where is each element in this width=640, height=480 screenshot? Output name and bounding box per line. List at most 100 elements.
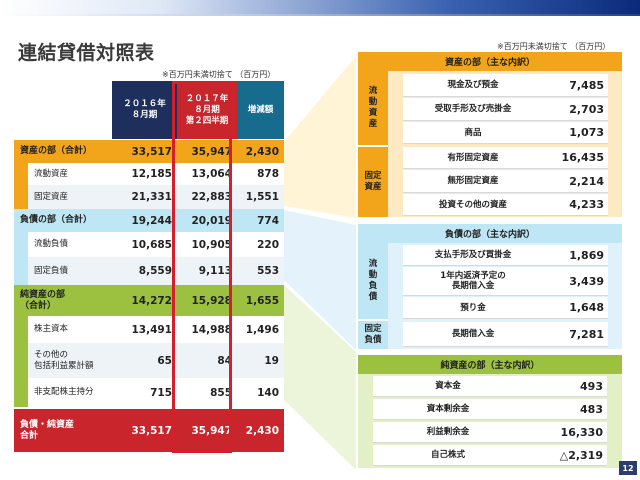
value-2016: 12,185 [112, 163, 177, 185]
liability-label: 預り金 [460, 302, 486, 313]
value-2016: 19,244 [112, 209, 177, 232]
value-2017q2: 14,988 [177, 316, 237, 343]
liability-label: 1年内返済予定の 長期借入金 [440, 271, 506, 291]
row-current-assets: 流動資産 12,185 13,064 878 [14, 163, 284, 185]
assets-cat-current: 流動資産 [358, 71, 388, 145]
liability-value: 1,869 [569, 248, 604, 262]
assets-fan [284, 56, 356, 218]
section-bar [14, 185, 28, 209]
value-change: 1,655 [237, 285, 284, 316]
value-2017q2: 20,019 [177, 209, 237, 232]
equity-label: 利益剰余金 [426, 427, 470, 437]
asset-value: 16,435 [561, 151, 604, 164]
row-label: 株主資本 [34, 324, 69, 334]
asset-label: 有形固定資産 [447, 152, 499, 163]
equity-detail-header: 純資産の部（主な内訳） [358, 355, 622, 374]
liability-label: 支払手形及び買掛金 [434, 250, 512, 260]
row-label: 負債・純資産 合計 [14, 409, 112, 452]
page-title: 連結貸借対照表 [18, 42, 155, 64]
value-2016: 33,517 [112, 409, 177, 452]
asset-value: 2,703 [569, 102, 604, 116]
row-shareholders-equity: 株主資本 13,491 14,988 1,496 [14, 316, 284, 343]
row-fixed-liabilities: 固定負債 8,559 9,113 553 [14, 257, 284, 285]
row-accumulated-oci: その他の 包括利益累計額 65 84 19 [14, 343, 284, 378]
value-change: 220 [237, 232, 284, 257]
value-2017q2: 855 [177, 378, 237, 407]
row-label: 固定資産 [34, 191, 69, 202]
equity-label: 資本剰余金 [426, 404, 470, 414]
value-change: 19 [237, 343, 284, 378]
top-banner-line [0, 14, 640, 16]
equity-row: 資本剰余金 483 [373, 399, 607, 420]
cat-label: 流動資産 [368, 86, 378, 129]
value-2016: 8,559 [112, 257, 177, 285]
row-current-liabilities: 流動負債 10,685 10,905 220 [14, 232, 284, 257]
equity-value: 483 [580, 402, 603, 416]
value-2016: 10,685 [112, 232, 177, 257]
row-liabilities-total: 負債の部（合計） 19,244 20,019 774 [14, 209, 284, 232]
assets-cat-fixed: 固定資産 [358, 147, 388, 217]
asset-label: 受取手形及び売掛金 [434, 104, 512, 114]
unit-note-right: ※百万円未満切捨て （百万円） [497, 42, 611, 51]
cat-label: 流動負債 [368, 259, 378, 302]
equity-value: △2,319 [559, 448, 603, 462]
liabilities-fan [284, 210, 356, 350]
value-2017q2: 13,064 [177, 163, 237, 185]
asset-row: 投資その他の資産 4,233 [403, 194, 608, 216]
liability-row: 支払手形及び買掛金 1,869 [403, 245, 608, 266]
asset-row: 無形固定資産 2,214 [403, 170, 608, 193]
row-label: 純資産の部 （合計） [14, 285, 112, 316]
value-change: 140 [237, 378, 284, 407]
liabilities-detail-header: 負債の部（主な内訳） [358, 224, 622, 243]
equity-row: 自己株式 △2,319 [373, 445, 607, 466]
value-change: 878 [237, 163, 284, 185]
assets-detail-header: 資産の部（主な内訳） [358, 52, 622, 71]
highlight-frame [172, 81, 232, 453]
value-2016: 14,272 [112, 285, 177, 316]
section-bar [14, 378, 28, 407]
liability-row: 1年内返済予定の 長期借入金 3,439 [403, 267, 608, 296]
liabilities-cat-current: 流動負債 [358, 243, 388, 319]
value-change: 774 [237, 209, 284, 232]
row-net-assets-total: 純資産の部 （合計） 14,272 15,928 1,655 [14, 285, 284, 316]
asset-value: 2,214 [569, 174, 604, 188]
asset-label: 無形固定資産 [447, 176, 499, 186]
liability-value: 1,648 [569, 301, 604, 314]
asset-row: 現金及び預金 7,485 [403, 74, 608, 97]
asset-row: 有形固定資産 16,435 [403, 147, 608, 169]
value-change: 553 [237, 257, 284, 285]
asset-value: 1,073 [569, 126, 604, 139]
row-label: 固定負債 [34, 265, 69, 276]
value-2016: 33,517 [112, 140, 177, 163]
asset-value: 7,485 [569, 78, 604, 92]
value-2017q2: 35,947 [177, 409, 237, 452]
row-label: 流動資産 [34, 168, 69, 179]
page-number: 12 [619, 461, 637, 475]
row-label: 非支配株主持分 [34, 387, 94, 397]
value-change: 2,430 [237, 409, 284, 452]
asset-label: 商品 [464, 127, 482, 138]
value-change: 1,496 [237, 316, 284, 343]
equity-value: 16,330 [560, 425, 603, 439]
section-bar [14, 257, 28, 285]
section-bar [14, 316, 28, 343]
section-bar [14, 163, 28, 185]
equity-value: 493 [580, 379, 603, 393]
equity-row: 資本金 493 [373, 376, 607, 397]
value-change: 2,430 [237, 140, 284, 163]
liabilities-cat-fixed: 固定負債 [358, 321, 388, 349]
value-2017q2: 9,113 [177, 257, 237, 285]
row-non-controlling: 非支配株主持分 715 855 140 [14, 378, 284, 407]
row-label: その他の 包括利益累計額 [34, 349, 94, 371]
equity-fan [284, 285, 356, 470]
liability-label: 長期借入金 [451, 329, 495, 339]
asset-label: 投資その他の資産 [438, 199, 507, 210]
row-assets-total: 資産の部（合計） 33,517 35,947 2,430 [14, 140, 284, 163]
asset-value: 4,233 [569, 198, 604, 211]
cat-label: 固定資産 [364, 171, 382, 192]
equity-label: 資本金 [435, 381, 461, 391]
liability-value: 3,439 [569, 274, 604, 288]
value-change: 1,551 [237, 185, 284, 209]
row-total-liabilities-net-assets: 負債・純資産 合計 33,517 35,947 2,430 [14, 409, 284, 452]
